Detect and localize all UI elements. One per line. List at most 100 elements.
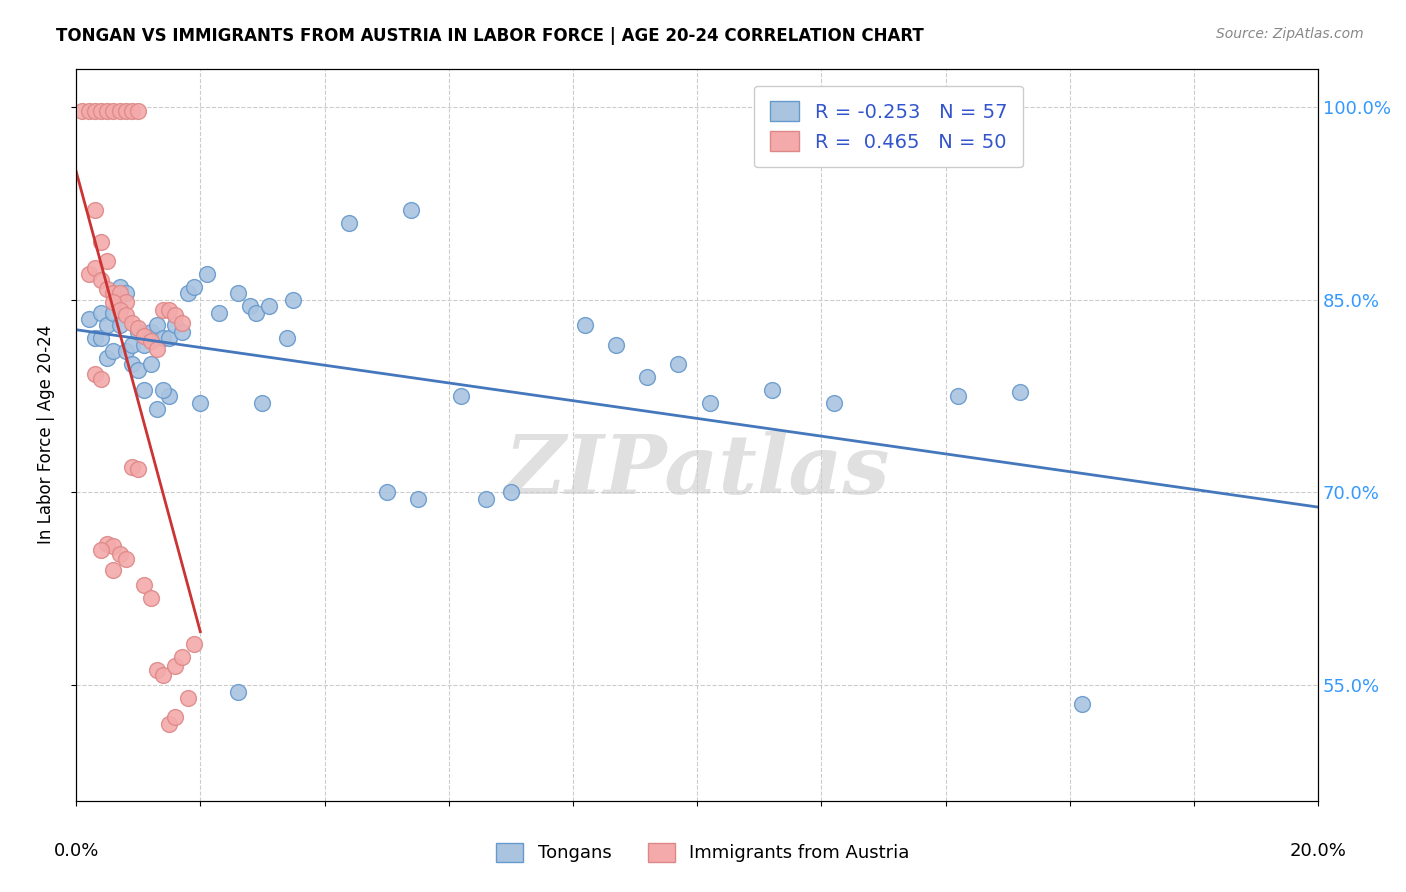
- Point: [152, 668, 174, 682]
- Point: [103, 540, 125, 554]
- Point: [121, 459, 143, 474]
- Point: [1008, 385, 1031, 400]
- Point: [127, 462, 149, 476]
- Point: [114, 103, 136, 118]
- Point: [90, 273, 112, 287]
- Point: [127, 321, 149, 335]
- Point: [103, 562, 125, 576]
- Point: [90, 235, 112, 249]
- Text: 20.0%: 20.0%: [1289, 842, 1347, 861]
- Point: [165, 710, 187, 724]
- Point: [475, 491, 498, 506]
- Point: [208, 305, 231, 319]
- Point: [165, 308, 187, 322]
- Point: [108, 318, 131, 333]
- Point: [257, 299, 280, 313]
- Point: [96, 318, 118, 333]
- Point: [108, 547, 131, 561]
- Point: [90, 543, 112, 558]
- Point: [152, 331, 174, 345]
- Point: [406, 491, 429, 506]
- Point: [139, 357, 162, 371]
- Point: [114, 552, 136, 566]
- Point: [114, 344, 136, 359]
- Point: [337, 216, 360, 230]
- Point: [401, 202, 423, 217]
- Point: [83, 368, 105, 382]
- Point: [96, 537, 118, 551]
- Point: [83, 260, 105, 275]
- Point: [90, 103, 112, 118]
- Point: [90, 305, 112, 319]
- Point: [103, 103, 125, 118]
- Point: [121, 103, 143, 118]
- Point: [134, 383, 156, 397]
- Point: [157, 389, 180, 403]
- Point: [152, 303, 174, 318]
- Point: [157, 303, 180, 318]
- Point: [636, 369, 658, 384]
- Legend: Tongans, Immigrants from Austria: Tongans, Immigrants from Austria: [489, 836, 917, 870]
- Point: [90, 331, 112, 345]
- Point: [108, 303, 131, 318]
- Point: [121, 357, 143, 371]
- Point: [152, 383, 174, 397]
- Point: [170, 325, 193, 339]
- Point: [177, 286, 200, 301]
- Point: [83, 331, 105, 345]
- Point: [83, 202, 105, 217]
- Point: [668, 357, 690, 371]
- Point: [139, 325, 162, 339]
- Point: [77, 312, 100, 326]
- Point: [96, 103, 118, 118]
- Point: [127, 325, 149, 339]
- Point: [96, 283, 118, 297]
- Point: [146, 318, 169, 333]
- Point: [134, 578, 156, 592]
- Text: ZIPatlas: ZIPatlas: [505, 431, 890, 511]
- Point: [103, 295, 125, 310]
- Point: [165, 318, 187, 333]
- Point: [283, 293, 305, 307]
- Legend: R = -0.253   N = 57, R =  0.465   N = 50: R = -0.253 N = 57, R = 0.465 N = 50: [755, 86, 1022, 168]
- Point: [188, 395, 211, 409]
- Point: [183, 280, 205, 294]
- Point: [127, 103, 149, 118]
- Point: [121, 316, 143, 330]
- Point: [103, 344, 125, 359]
- Point: [157, 716, 180, 731]
- Text: Source: ZipAtlas.com: Source: ZipAtlas.com: [1216, 27, 1364, 41]
- Point: [72, 103, 94, 118]
- Point: [823, 395, 845, 409]
- Point: [103, 305, 125, 319]
- Point: [170, 316, 193, 330]
- Point: [108, 103, 131, 118]
- Text: TONGAN VS IMMIGRANTS FROM AUSTRIA IN LABOR FORCE | AGE 20-24 CORRELATION CHART: TONGAN VS IMMIGRANTS FROM AUSTRIA IN LAB…: [56, 27, 924, 45]
- Point: [139, 591, 162, 605]
- Point: [108, 286, 131, 301]
- Point: [146, 663, 169, 677]
- Point: [146, 401, 169, 416]
- Point: [134, 337, 156, 351]
- Point: [450, 389, 472, 403]
- Point: [121, 337, 143, 351]
- Y-axis label: In Labor Force | Age 20-24: In Labor Force | Age 20-24: [38, 325, 55, 544]
- Point: [226, 286, 249, 301]
- Point: [108, 280, 131, 294]
- Point: [127, 363, 149, 377]
- Point: [170, 649, 193, 664]
- Point: [574, 318, 596, 333]
- Point: [177, 691, 200, 706]
- Point: [134, 328, 156, 343]
- Point: [96, 254, 118, 268]
- Point: [699, 395, 721, 409]
- Point: [114, 295, 136, 310]
- Point: [946, 389, 969, 403]
- Point: [90, 372, 112, 386]
- Point: [605, 337, 627, 351]
- Point: [1071, 698, 1094, 712]
- Point: [375, 485, 398, 500]
- Point: [139, 334, 162, 348]
- Point: [226, 684, 249, 698]
- Point: [252, 395, 274, 409]
